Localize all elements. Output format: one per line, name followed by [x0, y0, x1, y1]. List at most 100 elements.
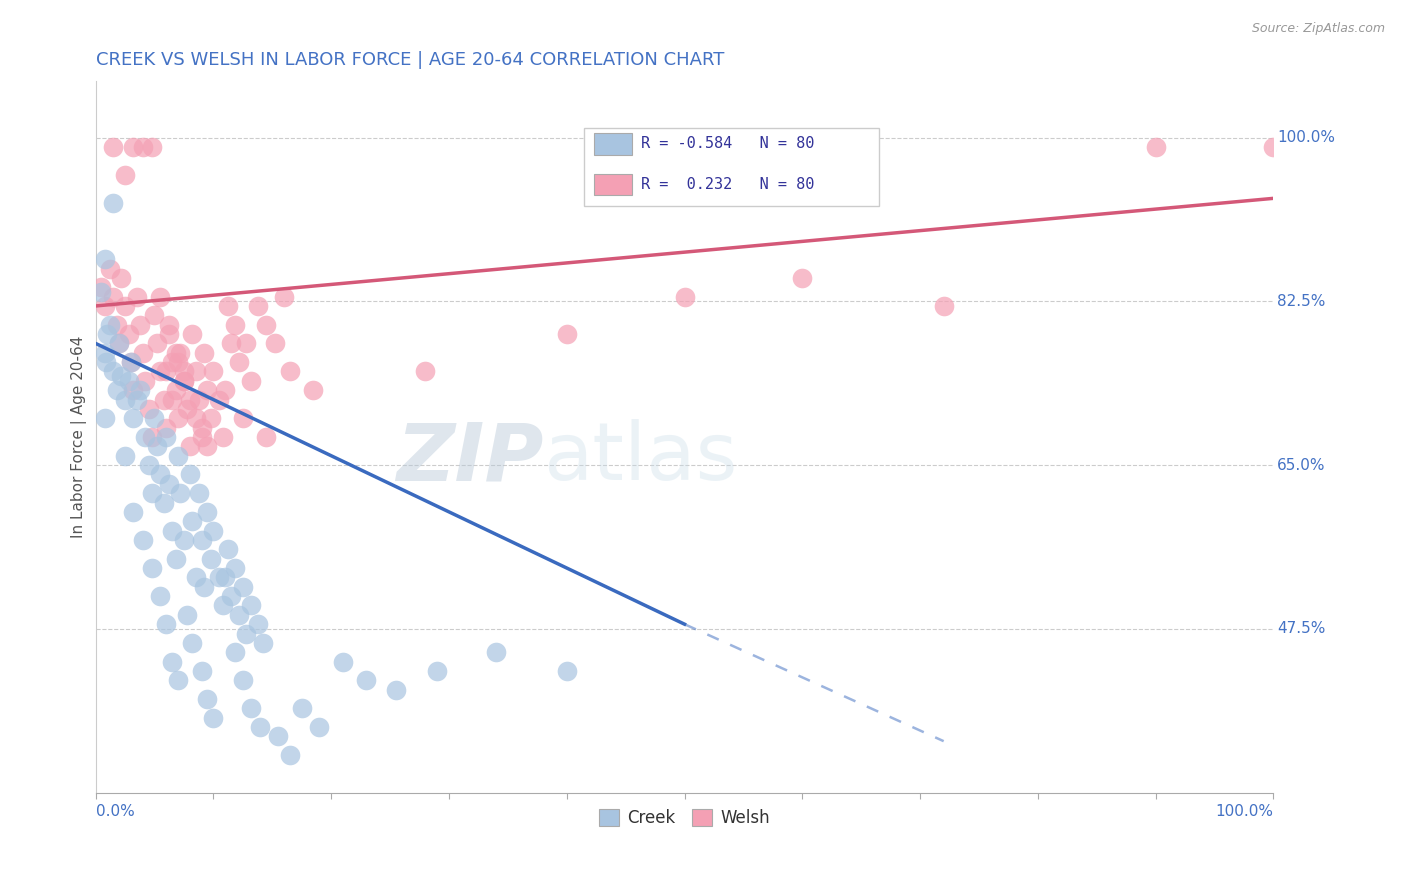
Point: [181, 514, 204, 528]
Point: [149, 290, 172, 304]
Point: [247, 617, 270, 632]
Point: [188, 486, 211, 500]
Point: [169, 345, 191, 359]
Point: [184, 411, 207, 425]
Point: [94, 252, 117, 267]
Point: [302, 383, 325, 397]
Point: [232, 580, 254, 594]
Point: [1263, 140, 1285, 154]
Point: [555, 664, 578, 678]
Point: [190, 533, 212, 547]
Point: [138, 401, 160, 416]
Point: [190, 664, 212, 678]
Text: R = -0.584   N = 80: R = -0.584 N = 80: [641, 136, 814, 152]
Point: [141, 561, 163, 575]
Point: [247, 299, 270, 313]
Point: [98, 318, 121, 332]
Point: [415, 364, 437, 378]
Point: [160, 355, 183, 369]
Point: [103, 290, 125, 304]
Point: [131, 345, 153, 359]
Point: [179, 439, 201, 453]
Point: [224, 645, 246, 659]
Point: [932, 299, 955, 313]
Point: [167, 449, 190, 463]
Point: [134, 374, 156, 388]
Point: [200, 411, 222, 425]
Text: 0.0%: 0.0%: [96, 804, 135, 819]
Point: [160, 655, 183, 669]
Point: [114, 392, 136, 407]
Point: [197, 505, 219, 519]
Point: [224, 318, 246, 332]
Point: [129, 318, 152, 332]
Text: CREEK VS WELSH IN LABOR FORCE | AGE 20-64 CORRELATION CHART: CREEK VS WELSH IN LABOR FORCE | AGE 20-6…: [96, 51, 724, 69]
Point: [125, 392, 148, 407]
Point: [252, 636, 274, 650]
Point: [131, 140, 153, 154]
Point: [157, 326, 180, 341]
Point: [356, 673, 378, 688]
Point: [249, 720, 271, 734]
Point: [385, 682, 408, 697]
Point: [125, 290, 148, 304]
Point: [426, 664, 449, 678]
Point: [117, 374, 139, 388]
Point: [108, 336, 131, 351]
Point: [1144, 140, 1167, 154]
Point: [167, 355, 190, 369]
Point: [117, 326, 139, 341]
Point: [278, 364, 301, 378]
Point: [235, 336, 257, 351]
Point: [179, 467, 201, 482]
Point: [240, 599, 263, 613]
Point: [202, 524, 225, 538]
Point: [184, 364, 207, 378]
Point: [235, 626, 257, 640]
Point: [153, 392, 176, 407]
Point: [555, 326, 578, 341]
Point: [134, 430, 156, 444]
Point: [131, 533, 153, 547]
Point: [197, 383, 219, 397]
Point: [146, 336, 169, 351]
FancyBboxPatch shape: [593, 133, 631, 154]
Point: [273, 290, 295, 304]
Point: [114, 168, 136, 182]
Point: [240, 374, 263, 388]
Point: [110, 369, 132, 384]
Point: [291, 701, 314, 715]
Point: [224, 561, 246, 575]
Point: [308, 720, 330, 734]
Point: [155, 430, 177, 444]
Point: [173, 374, 195, 388]
Point: [108, 336, 131, 351]
Point: [94, 411, 117, 425]
Y-axis label: In Labor Force | Age 20-64: In Labor Force | Age 20-64: [72, 335, 87, 538]
Point: [167, 411, 190, 425]
Point: [155, 617, 177, 632]
Point: [267, 730, 290, 744]
Point: [173, 533, 195, 547]
Point: [208, 392, 231, 407]
Point: [103, 140, 125, 154]
Point: [208, 570, 231, 584]
Point: [143, 411, 166, 425]
Point: [792, 271, 814, 285]
Point: [160, 524, 183, 538]
Point: [105, 318, 128, 332]
Point: [176, 607, 198, 622]
Point: [214, 570, 236, 584]
Point: [232, 673, 254, 688]
Point: [103, 364, 125, 378]
Point: [94, 345, 117, 359]
Point: [90, 280, 112, 294]
Point: [96, 355, 118, 369]
Point: [228, 355, 250, 369]
Point: [120, 355, 142, 369]
Point: [219, 336, 242, 351]
FancyBboxPatch shape: [593, 174, 631, 195]
Point: [485, 645, 508, 659]
Point: [94, 299, 117, 313]
Point: [176, 401, 198, 416]
